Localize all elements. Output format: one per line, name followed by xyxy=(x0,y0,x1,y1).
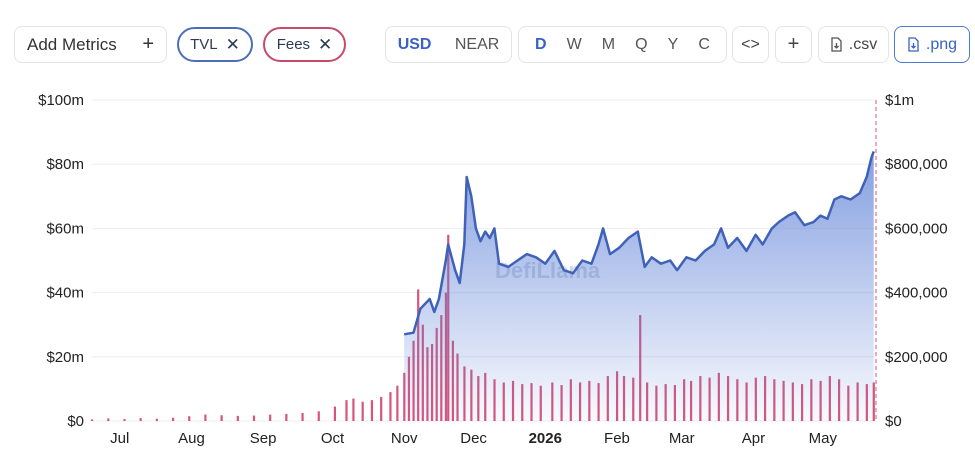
download-file-icon xyxy=(831,37,842,52)
currency-option-near[interactable]: NEAR xyxy=(454,35,500,53)
y-right-tick-label: $200,000 xyxy=(885,349,948,366)
add-metrics-label: Add Metrics xyxy=(27,34,117,54)
x-tick-label: Aug xyxy=(178,430,205,447)
x-tick-label: Feb xyxy=(604,430,630,447)
fees-bar xyxy=(139,418,142,421)
download-png-button[interactable]: .png xyxy=(894,26,970,63)
embed-button[interactable]: <> xyxy=(732,26,769,63)
fees-bar xyxy=(171,417,175,421)
period-option-q[interactable]: Q xyxy=(635,35,648,53)
period-option-y[interactable]: Y xyxy=(667,35,679,53)
x-tick-label: Oct xyxy=(321,430,345,447)
chart-toolbar: Add Metrics + TVL ✕ Fees ✕ USD NEAR D W … xyxy=(0,0,975,80)
currency-toggle: USD NEAR xyxy=(385,26,512,63)
csv-label: .csv xyxy=(848,35,878,53)
x-tick-label: Apr xyxy=(742,430,765,447)
fees-bar xyxy=(352,398,355,421)
download-file-icon xyxy=(908,37,919,52)
period-option-c[interactable]: C xyxy=(698,35,710,53)
plus-icon: + xyxy=(142,33,154,55)
fees-bar xyxy=(872,382,875,421)
fees-bar xyxy=(301,412,304,421)
y-right-tick-label: $1m xyxy=(885,92,914,109)
fees-bar xyxy=(333,406,337,421)
metric-pill-label: TVL xyxy=(190,36,218,53)
tvl-area xyxy=(403,150,875,421)
plus-icon: + xyxy=(787,33,800,55)
fees-bar xyxy=(252,415,256,421)
fees-bar xyxy=(155,418,158,421)
y-right-tick-label: $600,000 xyxy=(885,220,948,237)
fees-bar xyxy=(380,396,383,421)
period-option-w[interactable]: W xyxy=(566,35,582,53)
period-option-m[interactable]: M xyxy=(601,35,616,53)
tvl-line xyxy=(403,150,875,336)
metric-pill-tvl[interactable]: TVL ✕ xyxy=(177,27,253,62)
close-icon[interactable]: ✕ xyxy=(225,35,240,54)
add-metrics-button[interactable]: Add Metrics + xyxy=(14,26,167,63)
currency-option-usd[interactable]: USD xyxy=(397,35,432,53)
fees-bar xyxy=(204,414,207,421)
fees-bar xyxy=(269,414,272,421)
metric-pill-fees[interactable]: Fees ✕ xyxy=(263,27,346,62)
code-icon: <> xyxy=(741,35,760,53)
period-toggle: D W M Q Y C xyxy=(518,26,727,63)
y-left-tick-label: $80m xyxy=(46,156,84,173)
y-left-tick-label: $40m xyxy=(46,285,84,302)
x-tick-label: Sep xyxy=(250,430,277,447)
fees-bar xyxy=(396,385,399,421)
tvl-area-fill xyxy=(404,151,874,421)
x-tick-label: Nov xyxy=(391,430,418,447)
fees-bar xyxy=(123,419,126,421)
fees-bar xyxy=(188,416,191,421)
x-tick-label: 2026 xyxy=(529,430,562,447)
y-left-tick-label: $20m xyxy=(46,349,84,366)
fees-bar xyxy=(317,411,320,421)
fees-bar xyxy=(107,418,110,421)
fees-bar xyxy=(361,401,364,421)
close-icon[interactable]: ✕ xyxy=(318,35,333,54)
y-right-tick-label: $0 xyxy=(885,413,902,430)
fees-bar xyxy=(220,415,223,421)
y-axis-right: $0 $200,000 $400,000 $600,000 $800,000 $1m xyxy=(885,92,948,430)
y-left-tick-label: $100m xyxy=(38,92,84,109)
fees-bar xyxy=(370,400,374,421)
fees-bar xyxy=(91,419,94,421)
x-tick-label: Mar xyxy=(669,430,695,447)
add-button[interactable]: + xyxy=(775,26,812,63)
period-option-d[interactable]: D xyxy=(535,35,547,53)
y-left-tick-label: $0 xyxy=(67,413,84,430)
png-label: .png xyxy=(925,35,958,53)
y-right-tick-label: $400,000 xyxy=(885,285,948,302)
x-tick-label: May xyxy=(809,430,838,447)
fees-bar xyxy=(285,413,288,421)
metric-pill-label: Fees xyxy=(276,36,311,53)
y-right-tick-label: $800,000 xyxy=(885,156,948,173)
fees-bar xyxy=(345,400,348,421)
x-tick-label: Jul xyxy=(110,430,129,447)
y-axis-left: $0 $20m $40m $60m $80m $100m xyxy=(38,92,84,430)
tvl-fees-chart[interactable]: DefiLlama $0$20m$40m$60m$80m$100m $0$200… xyxy=(0,80,975,465)
x-axis: Jul Aug Sep Oct Nov Dec 2026 Feb Mar Apr May xyxy=(110,430,837,447)
fees-bar xyxy=(389,392,392,421)
download-csv-button[interactable]: .csv xyxy=(818,26,889,63)
x-tick-label: Dec xyxy=(460,430,487,447)
fees-bar xyxy=(236,415,239,421)
y-left-tick-label: $60m xyxy=(46,220,84,237)
